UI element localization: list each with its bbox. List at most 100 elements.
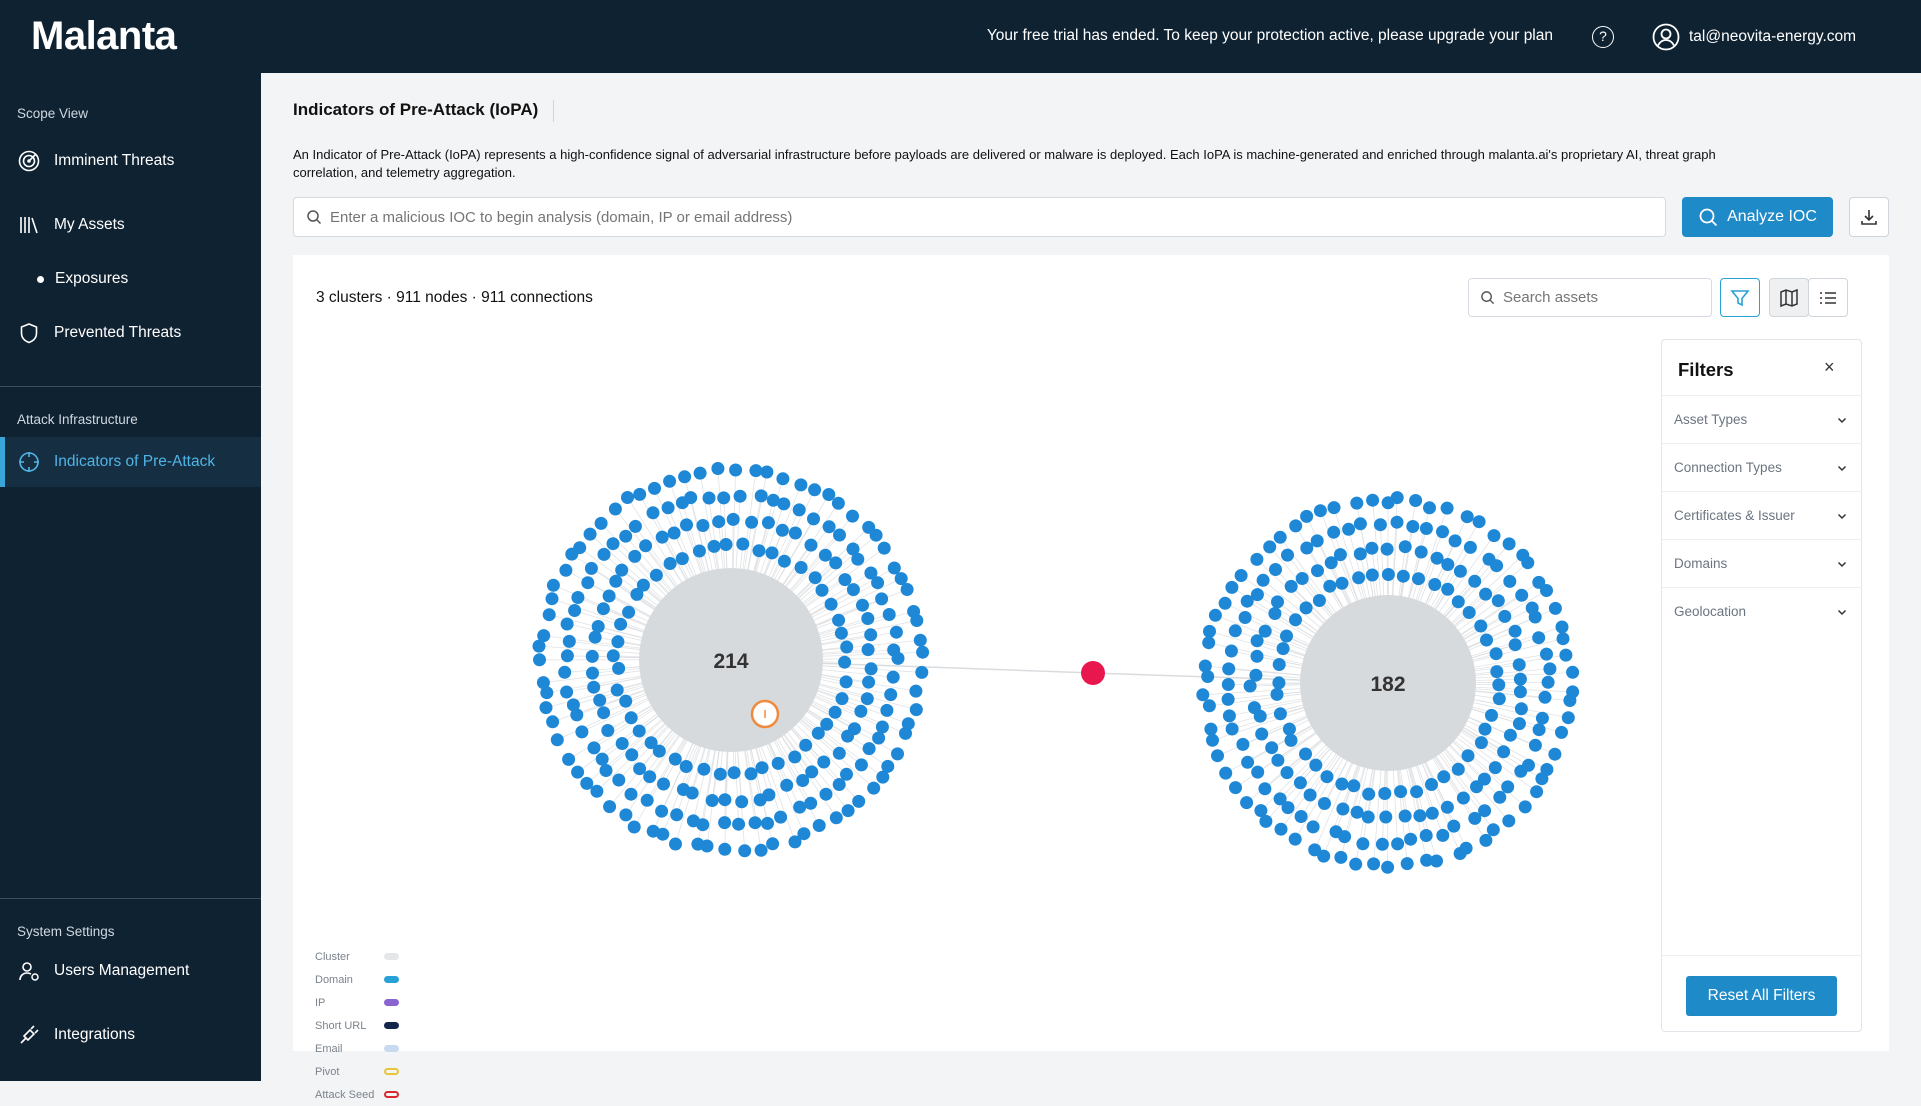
domain-node[interactable]: [1295, 810, 1308, 823]
domain-node[interactable]: [884, 688, 897, 701]
domain-node[interactable]: [1391, 491, 1404, 504]
domain-node[interactable]: [1249, 669, 1262, 682]
domain-node[interactable]: [1236, 738, 1249, 751]
domain-node[interactable]: [1273, 658, 1286, 671]
domain-node[interactable]: [1283, 723, 1296, 736]
domain-node[interactable]: [1487, 823, 1500, 836]
domain-node[interactable]: [1274, 531, 1287, 544]
domain-node[interactable]: [819, 549, 832, 562]
domain-node[interactable]: [835, 627, 848, 640]
domain-node[interactable]: [1356, 837, 1369, 850]
domain-node[interactable]: [691, 838, 704, 851]
domain-node[interactable]: [1265, 741, 1278, 754]
domain-node[interactable]: [915, 666, 928, 679]
domain-node[interactable]: [1556, 621, 1569, 634]
domain-node[interactable]: [1204, 723, 1217, 736]
domain-node[interactable]: [1226, 723, 1239, 736]
sidebar-item-integrations[interactable]: Integrations: [0, 1011, 261, 1059]
domain-node[interactable]: [1271, 688, 1284, 701]
domain-node[interactable]: [1452, 595, 1465, 608]
domain-node[interactable]: [546, 592, 559, 605]
domain-node[interactable]: [1485, 709, 1498, 722]
domain-node[interactable]: [1365, 542, 1378, 555]
domain-node[interactable]: [793, 801, 806, 814]
map-view-button[interactable]: [1769, 278, 1809, 317]
domain-node[interactable]: [1540, 648, 1553, 661]
domain-node[interactable]: [669, 838, 682, 851]
domain-node[interactable]: [1503, 575, 1516, 588]
domain-node[interactable]: [1330, 825, 1343, 838]
domain-node[interactable]: [607, 537, 620, 550]
domain-node[interactable]: [1492, 594, 1505, 607]
domain-node[interactable]: [813, 819, 826, 832]
domain-node[interactable]: [1241, 756, 1254, 769]
domain-node[interactable]: [619, 530, 632, 543]
domain-node[interactable]: [727, 513, 740, 526]
asset-search-input[interactable]: [1503, 289, 1693, 306]
domain-node[interactable]: [1289, 519, 1302, 532]
domain-node[interactable]: [854, 705, 867, 718]
domain-node[interactable]: [1203, 625, 1216, 638]
domain-node[interactable]: [1497, 745, 1510, 758]
domain-node[interactable]: [694, 467, 707, 480]
sidebar-item-exposures[interactable]: Exposures: [37, 270, 128, 288]
domain-node[interactable]: [1281, 766, 1294, 779]
domain-node[interactable]: [1296, 572, 1309, 585]
domain-node[interactable]: [561, 649, 574, 662]
domain-node[interactable]: [706, 794, 719, 807]
domain-node[interactable]: [1426, 807, 1439, 820]
domain-node[interactable]: [639, 539, 652, 552]
domain-node[interactable]: [1461, 510, 1474, 523]
domain-node[interactable]: [1490, 665, 1503, 678]
domain-node[interactable]: [799, 739, 812, 752]
sidebar-item-indicators-of-pre-attack[interactable]: Indicators of Pre-Attack: [0, 437, 261, 487]
domain-node[interactable]: [668, 527, 681, 540]
domain-node[interactable]: [852, 795, 865, 808]
domain-node[interactable]: [662, 501, 675, 514]
domain-node[interactable]: [876, 771, 889, 784]
cluster-count-label[interactable]: 214: [713, 650, 748, 673]
domain-node[interactable]: [839, 573, 852, 586]
domain-node[interactable]: [1563, 694, 1576, 707]
domain-node[interactable]: [1532, 631, 1545, 644]
domain-node[interactable]: [614, 618, 627, 631]
domain-node[interactable]: [615, 564, 628, 577]
domain-node[interactable]: [693, 545, 706, 558]
domain-node[interactable]: [1381, 543, 1394, 556]
domain-node[interactable]: [1493, 791, 1506, 804]
domain-node[interactable]: [1503, 537, 1516, 550]
domain-node[interactable]: [887, 671, 900, 684]
domain-node[interactable]: [1457, 792, 1470, 805]
domain-node[interactable]: [643, 770, 656, 783]
domain-node[interactable]: [597, 706, 610, 719]
domain-node[interactable]: [1509, 625, 1522, 638]
domain-node[interactable]: [1222, 662, 1235, 675]
domain-node[interactable]: [1464, 541, 1477, 554]
domain-node[interactable]: [1367, 857, 1380, 870]
domain-node[interactable]: [670, 808, 683, 821]
domain-node[interactable]: [1225, 645, 1238, 658]
domain-node[interactable]: [580, 777, 593, 790]
domain-node[interactable]: [816, 584, 829, 597]
domain-node[interactable]: [1382, 568, 1395, 581]
domain-node[interactable]: [619, 695, 632, 708]
domain-node[interactable]: [1209, 609, 1222, 622]
domain-node[interactable]: [817, 756, 830, 769]
domain-node[interactable]: [647, 825, 660, 838]
domain-node[interactable]: [805, 539, 818, 552]
domain-node[interactable]: [1374, 518, 1387, 531]
domain-node[interactable]: [720, 538, 733, 551]
domain-node[interactable]: [901, 583, 914, 596]
domain-node[interactable]: [718, 793, 731, 806]
domain-node[interactable]: [1222, 693, 1235, 706]
domain-node[interactable]: [1347, 779, 1360, 792]
domain-node[interactable]: [1449, 534, 1462, 547]
domain-node[interactable]: [1420, 829, 1433, 842]
domain-node[interactable]: [598, 548, 611, 561]
domain-node[interactable]: [1549, 602, 1562, 615]
domain-node[interactable]: [847, 583, 860, 596]
domain-node[interactable]: [1454, 565, 1467, 578]
domain-node[interactable]: [910, 614, 923, 627]
domain-node[interactable]: [916, 646, 929, 659]
